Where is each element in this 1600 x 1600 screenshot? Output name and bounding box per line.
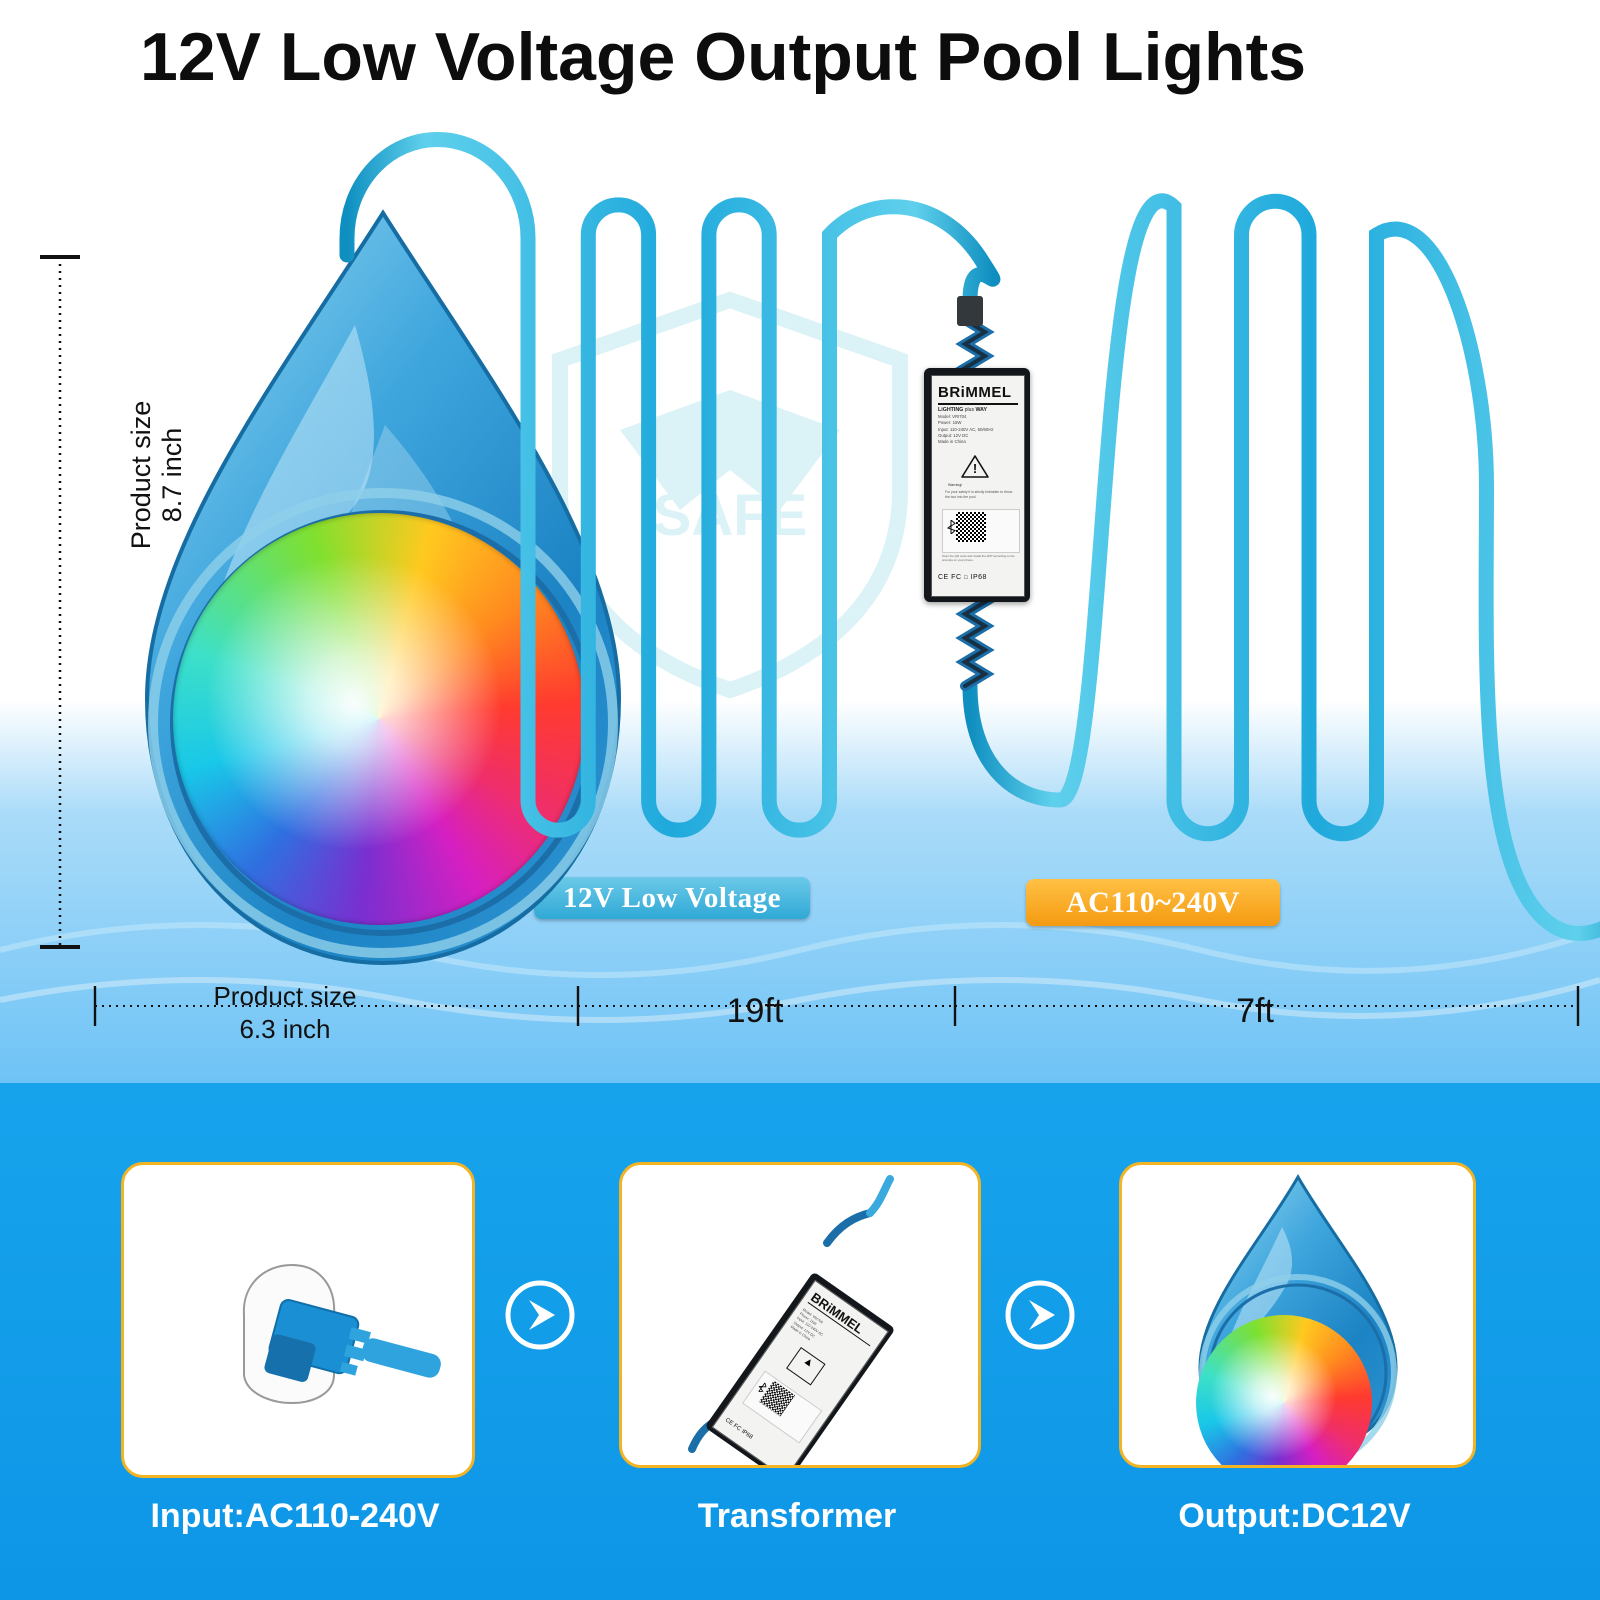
svg-text:!: ! xyxy=(973,461,977,476)
